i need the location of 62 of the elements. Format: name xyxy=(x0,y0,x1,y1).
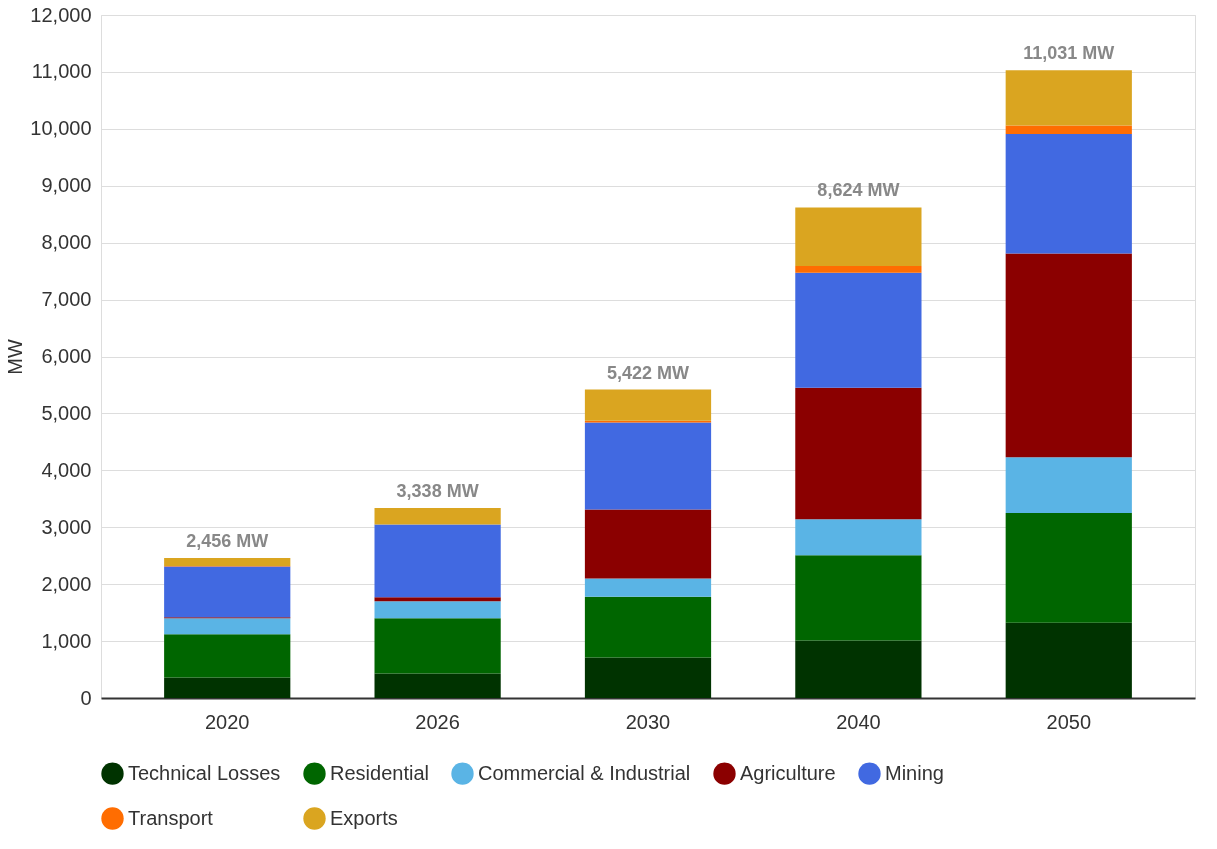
bar xyxy=(584,596,712,658)
bar xyxy=(795,519,922,556)
bar xyxy=(795,207,922,266)
total-label: 3,338 MW xyxy=(396,480,479,501)
bar xyxy=(374,524,501,598)
bar xyxy=(374,597,501,602)
bar xyxy=(584,509,712,579)
bar xyxy=(795,387,922,520)
y-tick-label: 2,000 xyxy=(41,572,92,595)
legend-label: Agriculture xyxy=(740,761,836,784)
y-tick-label: 9,000 xyxy=(41,174,92,197)
bar xyxy=(164,677,291,698)
bar xyxy=(1005,253,1132,458)
bar xyxy=(1005,70,1132,126)
legend-label: Commercial & Industrial xyxy=(478,761,691,784)
legend-label: Mining xyxy=(885,761,944,784)
y-tick-label: 6,000 xyxy=(41,345,92,367)
legend-label: Exports xyxy=(330,806,398,829)
bar xyxy=(1005,622,1132,698)
total-label: 2,456 MW xyxy=(186,530,269,551)
y-tick-label: 4,000 xyxy=(41,458,92,481)
bar xyxy=(164,618,291,635)
bar xyxy=(374,507,501,525)
y-tick-label: 3,000 xyxy=(41,515,92,538)
bar xyxy=(164,557,291,566)
bar xyxy=(1005,513,1132,623)
total-label: 8,624 MW xyxy=(817,180,900,201)
y-tick-label: 0 xyxy=(80,686,92,709)
bar xyxy=(374,601,501,619)
y-tick-label: 1,000 xyxy=(41,629,92,652)
legend-label: Technical Losses xyxy=(128,761,281,784)
x-tick-label: 2040 xyxy=(836,710,881,733)
y-tick-label: 10,000 xyxy=(30,117,92,140)
bar xyxy=(584,578,712,597)
bar xyxy=(1005,133,1132,254)
bar xyxy=(1005,457,1132,514)
legend-label: Transport xyxy=(128,806,214,829)
legend-label: Residential xyxy=(330,761,429,784)
y-axis-title: MW xyxy=(4,339,27,375)
y-tick-label: 12,000 xyxy=(30,3,92,26)
x-tick-label: 2020 xyxy=(204,710,250,733)
x-tick-label: 2030 xyxy=(625,710,671,733)
y-tick-label: 5,000 xyxy=(41,401,92,424)
bar xyxy=(795,640,922,698)
bar xyxy=(795,266,922,273)
bar xyxy=(584,422,712,510)
bar xyxy=(584,657,712,698)
bar xyxy=(164,566,291,618)
total-label: 11,031 MW xyxy=(1023,43,1115,64)
bar xyxy=(164,634,291,678)
y-tick-label: 7,000 xyxy=(41,288,92,311)
bar xyxy=(795,555,922,641)
bar xyxy=(795,272,922,388)
y-tick-label: 8,000 xyxy=(41,231,92,254)
x-tick-label: 2026 xyxy=(415,710,460,733)
bar xyxy=(584,389,712,421)
y-tick-label: 11,000 xyxy=(31,60,92,83)
total-label: 5,422 MW xyxy=(606,362,690,383)
x-tick-label: 2050 xyxy=(1046,710,1092,733)
bar xyxy=(374,618,501,674)
bar xyxy=(1005,125,1132,134)
bar xyxy=(374,673,501,698)
